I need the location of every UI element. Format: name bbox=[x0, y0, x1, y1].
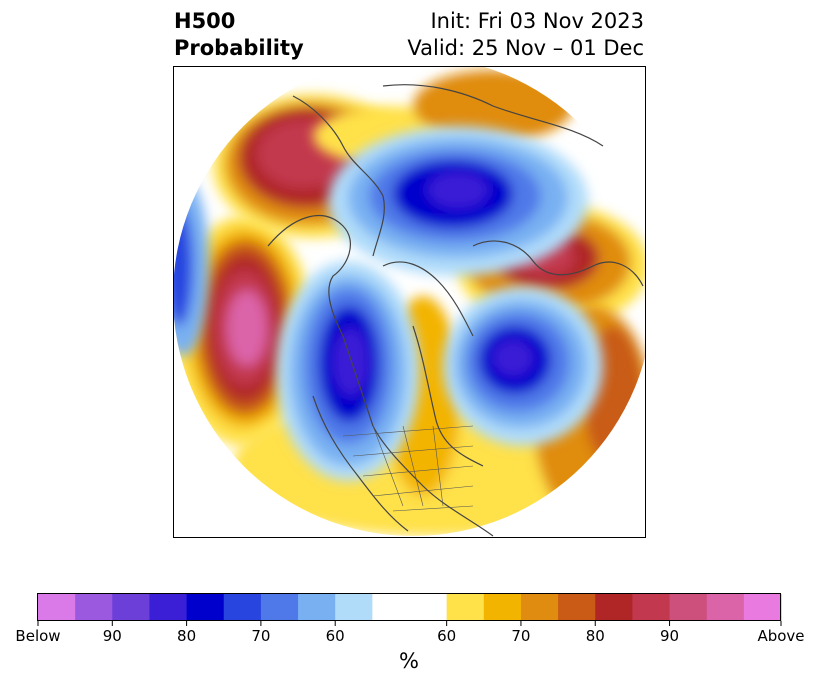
colorbar-tick-label: Below bbox=[15, 627, 60, 645]
colorbar-bin bbox=[558, 594, 596, 621]
title-product: Probability bbox=[174, 36, 304, 60]
title-init: Init: Fri 03 Nov 2023 bbox=[430, 9, 644, 33]
colorbar-bin bbox=[260, 594, 299, 621]
colorbar-bin bbox=[298, 594, 336, 621]
colorbar-tick-label: 60 bbox=[437, 627, 456, 645]
colorbar-bin bbox=[706, 594, 745, 621]
colorbar-tick-label: 90 bbox=[660, 627, 679, 645]
negative-anomaly-arctic bbox=[328, 126, 588, 276]
colorbar-bin bbox=[186, 594, 225, 621]
colorbar-tick-label: 60 bbox=[326, 627, 345, 645]
colorbar-ticks: Below 90 80 70 60 60 70 80 90 Above bbox=[15, 621, 805, 645]
colorbar-bin bbox=[38, 594, 76, 621]
negative-anomaly-atlantic bbox=[276, 261, 420, 481]
colorbar-tick-label: Above bbox=[757, 627, 804, 645]
colorbar-bin bbox=[743, 594, 782, 621]
colorbar-bins bbox=[38, 594, 782, 621]
colorbar-bin bbox=[223, 594, 262, 621]
anomaly-field bbox=[173, 66, 646, 536]
map-title-left: H500 Probability bbox=[174, 8, 304, 62]
colorbar-bin bbox=[632, 594, 671, 621]
colorbar-bin bbox=[446, 594, 485, 621]
colorbar-bin bbox=[372, 594, 448, 621]
colorbar-bin bbox=[669, 594, 708, 621]
colorbar-tick-label: 70 bbox=[511, 627, 530, 645]
colorbar-bin bbox=[595, 594, 633, 621]
map-frame bbox=[173, 66, 646, 538]
colorbar-bin bbox=[335, 594, 373, 621]
coastlines bbox=[267, 84, 644, 537]
colorbar-tick-label: 70 bbox=[251, 627, 270, 645]
colorbar-unit: % bbox=[399, 649, 419, 673]
map-title-right: Init: Fri 03 Nov 2023 Valid: 25 Nov – 01… bbox=[407, 8, 644, 62]
negative-anomaly-west-edge bbox=[173, 176, 209, 356]
colorbar-tick-label: 80 bbox=[586, 627, 605, 645]
colorbar-bin bbox=[75, 594, 113, 621]
colorbar: Below 90 80 70 60 60 70 80 90 Above % bbox=[15, 593, 805, 673]
colorbar-bin bbox=[112, 594, 150, 621]
title-valid: Valid: 25 Nov – 01 Dec bbox=[407, 36, 644, 60]
colorbar-tick-label: 80 bbox=[177, 627, 196, 645]
colorbar-bin bbox=[520, 594, 559, 621]
title-variable: H500 bbox=[174, 9, 236, 33]
colorbar-frame bbox=[37, 593, 781, 621]
probability-map bbox=[173, 66, 646, 538]
colorbar-bin bbox=[483, 594, 522, 621]
state-borders bbox=[342, 425, 474, 512]
colorbar-tick-label: 90 bbox=[103, 627, 122, 645]
colorbar-bin bbox=[149, 594, 188, 621]
negative-anomaly-pacific-west bbox=[443, 286, 603, 446]
